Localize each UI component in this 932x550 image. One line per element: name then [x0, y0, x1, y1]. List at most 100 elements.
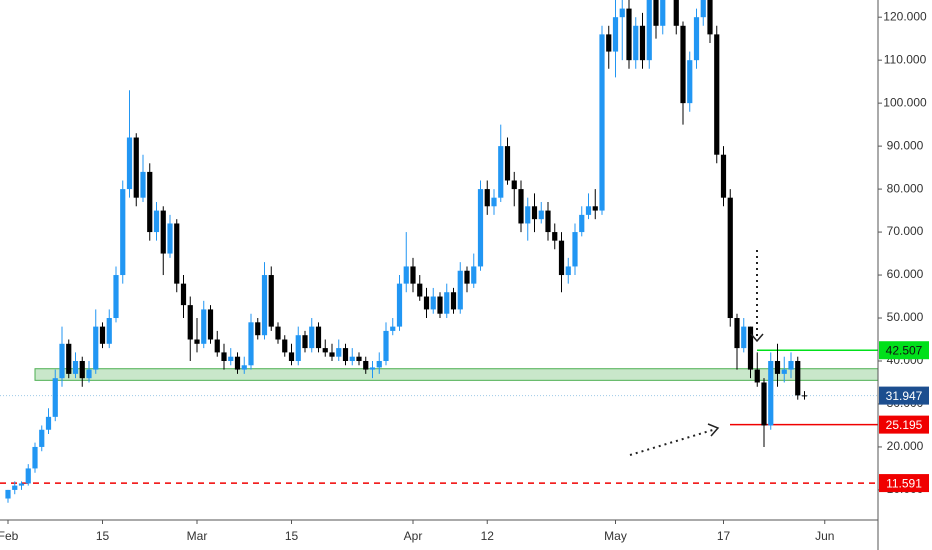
level-label: 11.591 [886, 476, 922, 490]
candle-body [457, 270, 463, 310]
candle-body [79, 360, 85, 379]
candle-body [120, 189, 126, 276]
candle-body [194, 339, 200, 344]
y-tick-label: 60.000 [887, 267, 924, 281]
candle-body [66, 343, 72, 374]
candle-body [207, 309, 214, 340]
candle-body [700, 0, 706, 18]
candle-body [282, 339, 288, 353]
candle-body [302, 335, 308, 349]
x-tick-label: Jun [815, 529, 834, 543]
candle-body [774, 360, 781, 374]
candle-body [464, 270, 470, 284]
x-tick-label: 12 [481, 529, 495, 543]
candle-body [761, 382, 767, 426]
candle-body [653, 0, 659, 26]
candle-body [741, 326, 747, 349]
candle-body [707, 0, 713, 35]
candle-body [72, 360, 79, 374]
candle-body [504, 146, 511, 181]
candle-body [52, 378, 58, 417]
level-label-box [879, 386, 929, 405]
candle-body [795, 360, 801, 396]
candle-body [241, 365, 247, 370]
candle-body [140, 171, 146, 198]
candle-body [255, 322, 261, 336]
candle-body [5, 489, 11, 499]
candle-body [309, 326, 315, 349]
candle-body [585, 206, 592, 215]
candle-body [477, 189, 484, 267]
candle-body [59, 343, 65, 379]
arrow-head [707, 333, 764, 437]
x-tick-label: Feb [0, 529, 19, 543]
candle-body [788, 360, 794, 370]
candle-body [329, 352, 335, 357]
candle-body [693, 17, 700, 61]
candle-body [619, 8, 625, 18]
candle-body [180, 283, 187, 306]
candle-body [565, 266, 571, 276]
y-tick-label: 110.000 [884, 52, 927, 66]
candle-body [660, 0, 666, 26]
candle-body [727, 197, 733, 319]
candle-body [315, 326, 322, 349]
candle-body [167, 223, 173, 254]
candle-body [99, 326, 106, 344]
candle-body [747, 326, 754, 370]
candle-body [396, 283, 403, 327]
candle-body [356, 356, 362, 361]
x-tick-label: May [604, 529, 627, 543]
candle-body [32, 446, 38, 469]
candle-body [45, 416, 52, 430]
candle-body [687, 60, 693, 104]
candle-body [288, 352, 295, 361]
candle-body [39, 429, 45, 447]
candle-body [450, 292, 457, 310]
candle-body [531, 206, 538, 220]
candle-body [322, 348, 328, 353]
candle-body [680, 25, 686, 104]
level-label: 25.195 [886, 418, 923, 432]
candle-body [295, 335, 301, 361]
candle-body [113, 275, 119, 319]
level-label-box [879, 474, 929, 493]
candle-body [18, 483, 25, 486]
x-tick-label: 15 [285, 529, 299, 543]
candle-body [612, 17, 619, 52]
candle-body [376, 360, 382, 368]
candle-body [491, 197, 497, 207]
candle-body [153, 210, 160, 233]
support-zone [34, 368, 878, 381]
candle-body [221, 352, 227, 361]
candle-body [201, 309, 207, 344]
candle-body [471, 266, 477, 284]
candle-body [545, 210, 551, 233]
candle-body [369, 367, 376, 370]
candle-body [410, 266, 416, 284]
candle-body [86, 369, 92, 379]
candle-body [268, 275, 274, 327]
x-tick-label: Mar [187, 529, 208, 543]
candle-body [714, 34, 720, 155]
candle-body [579, 214, 585, 233]
dotted-arrow [629, 250, 758, 456]
candle-body [525, 206, 531, 224]
y-tick-label: 70.000 [887, 224, 924, 238]
level-label-box [879, 341, 929, 360]
candle-body [228, 356, 234, 361]
candle-body [606, 34, 612, 52]
candle-body [261, 275, 268, 336]
candle-body [390, 326, 396, 331]
candle-body [417, 283, 423, 297]
candle-body [592, 206, 598, 211]
candle-body [538, 210, 544, 220]
candle-body [403, 266, 409, 284]
candle-body [383, 330, 389, 361]
level-label: 31.947 [886, 389, 923, 403]
candle-body [599, 34, 605, 211]
candle-body [214, 339, 220, 353]
candle-body [572, 232, 578, 267]
candle-body [734, 318, 740, 349]
candle-body [12, 485, 18, 490]
